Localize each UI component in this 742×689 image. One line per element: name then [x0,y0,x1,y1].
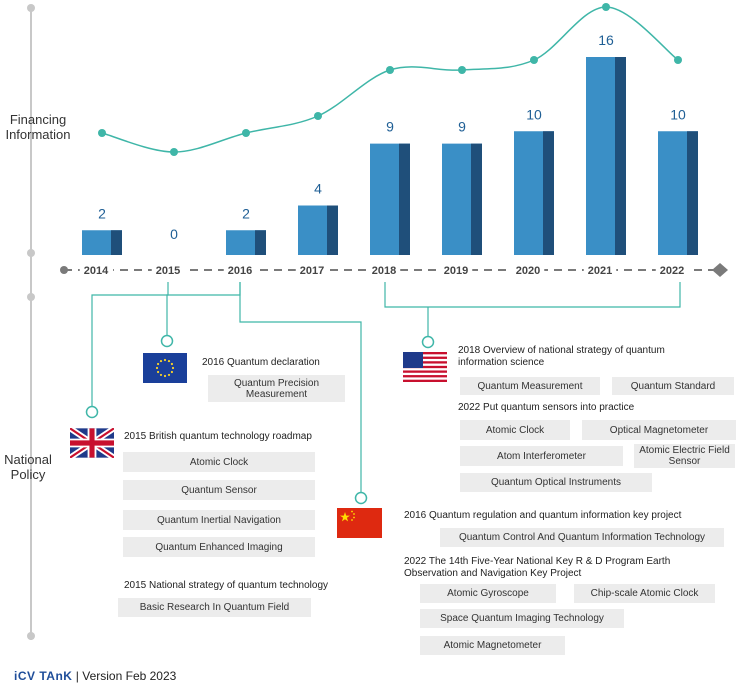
cn-policy-item: Chip-scale Atomic Clock [574,584,715,603]
trend-point [98,129,106,137]
trend-point [386,66,394,74]
value-label: 2 [242,205,250,221]
footer-version: | Version Feb 2023 [75,669,177,683]
tick-label: 2019 [444,265,468,277]
trend-point [530,56,538,64]
china-flag-icon [337,508,382,538]
uk-policy-item: Quantum Sensor [123,480,315,500]
us-policy-item: Optical Magnetometer [582,420,736,440]
trend-point [242,129,250,137]
bar-shade [471,143,482,255]
bar-shade [615,57,626,255]
bar-shade [543,131,554,255]
value-label: 2 [98,205,106,221]
uk-policy-item: Quantum Enhanced Imaging [123,537,315,557]
value-label: 16 [598,32,614,48]
cn-policy-heading-2: 2022 The 14th Five-Year National Key R &… [404,556,671,579]
axis-end-diamond [712,263,728,277]
tick-label: 2015 [156,265,180,277]
financing-chart: 2 0 2 4 9 9 10 16 10 2014 2015 2016 2017 2018 2019 202… [60,3,728,278]
us-policy-item: Atomic Clock [460,420,570,440]
tick-label: 2020 [516,265,540,277]
uk-policy-heading-1: 2015 British quantum technology roadmap [124,431,312,442]
us-policy-item: Quantum Measurement [460,377,600,395]
cn-policy-item: Atomic Gyroscope [420,584,556,603]
axis-start-dot [60,266,68,274]
tick-label: 2017 [300,265,324,277]
tick-label: 2018 [372,265,396,277]
trend-point [458,66,466,74]
bar-shade [399,143,410,255]
bar-shade [255,230,266,255]
trend-point [602,3,610,11]
value-label: 10 [670,106,686,122]
eu-flag-icon [143,353,187,383]
tick-label: 2022 [660,265,684,277]
bar-shade [327,205,338,255]
footer-brand: iCV TAnK [14,669,73,683]
cn-policy-heading-1: 2016 Quantum regulation and quantum info… [404,510,682,521]
us-policy-item: Quantum Standard [612,377,734,395]
policy-label: National Policy [4,452,52,482]
value-label: 0 [170,226,178,242]
cn-policy-item: Quantum Control And Quantum Information … [440,528,724,547]
us-policy-item: Atomic Electric Field Sensor [634,444,735,468]
uk-policy-heading-2: 2015 National strategy of quantum techno… [124,580,329,591]
value-label: 10 [526,106,542,122]
eu-policy-heading: 2016 Quantum declaration [202,357,320,368]
bar-shade [111,230,122,255]
cn-policy-item: Atomic Magnetometer [420,636,565,655]
us-policy-heading-1: 2018 Overview of national strategy of qu… [458,345,665,368]
eu-policy-item: Quantum Precision Measurement [208,375,345,402]
value-label: 4 [314,181,322,197]
us-flag-icon [403,352,447,382]
value-label: 9 [458,119,466,135]
footer: iCV TAnK | Version Feb 2023 [14,669,176,683]
financing-label: Financing Information [5,112,71,142]
tick-label: 2014 [84,265,109,277]
us-policy-heading-2: 2022 Put quantum sensors into practice [458,402,635,413]
tick-label: 2021 [588,265,612,277]
us-policy-item: Atom Interferometer [460,446,623,466]
uk-flag-icon [70,428,114,458]
us-policy-item: Quantum Optical Instruments [460,473,652,492]
tick-label: 2016 [228,265,252,277]
bar-shade [687,131,698,255]
cn-policy-item: Space Quantum Imaging Technology [420,609,624,628]
trend-point [674,56,682,64]
trend-point [170,148,178,156]
trend-point [314,112,322,120]
uk-policy-item: Quantum Inertial Navigation [123,510,315,530]
uk-policy-item: Atomic Clock [123,452,315,472]
value-label: 9 [386,119,394,135]
uk-policy-item: Basic Research In Quantum Field [118,598,311,617]
